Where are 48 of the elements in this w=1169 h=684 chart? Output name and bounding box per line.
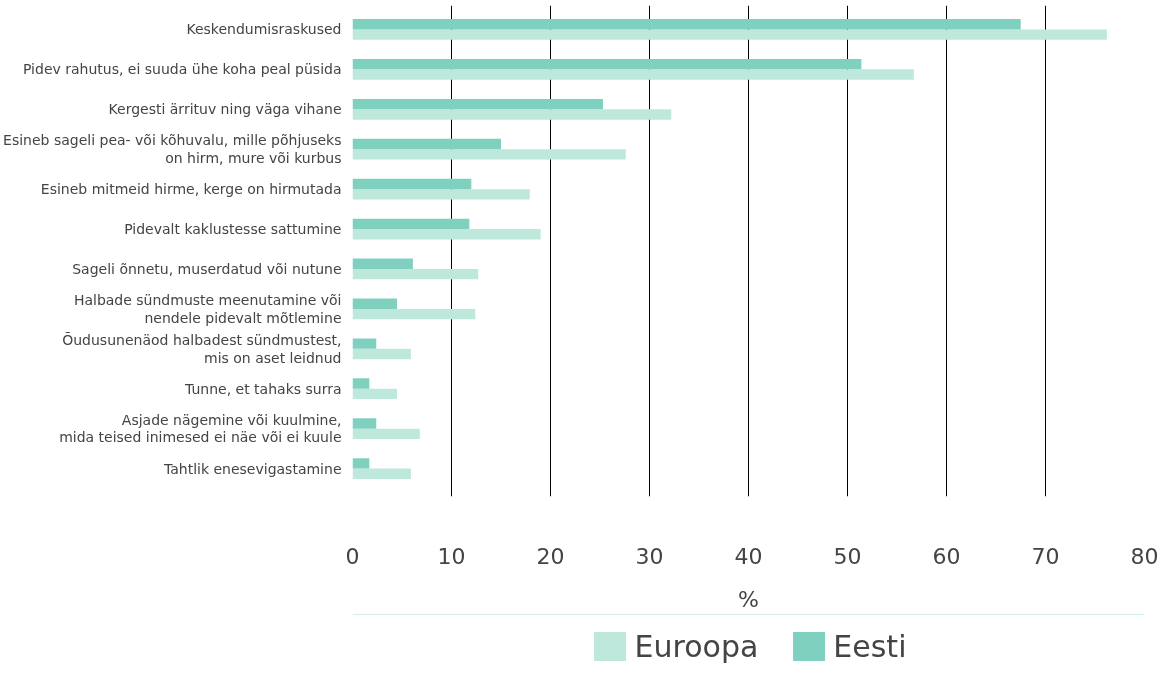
y-tick-label: Tunne, et tahaks surra	[184, 380, 342, 397]
bar	[352, 468, 411, 479]
x-tick-label: 10	[437, 543, 466, 569]
bar	[352, 428, 420, 440]
y-tick-label: Kergesti ärrituv ning väga vihane	[108, 101, 342, 118]
bar	[352, 418, 377, 429]
bar	[352, 19, 1021, 30]
y-tick-label: Tahtlik enesevigastamine	[162, 460, 342, 477]
y-tick-label: Halbade sündmuste meenutamine või nendele pidevalt mõtlemine	[73, 292, 342, 326]
bar	[352, 189, 530, 200]
bar	[352, 178, 472, 190]
bar	[352, 98, 603, 110]
bar	[352, 258, 413, 269]
y-tick-label: Esineb mitmeid hirme, kerge on hirmutada	[40, 181, 342, 198]
x-tick-label: 60	[932, 543, 961, 569]
x-tick-label: 30	[635, 543, 664, 569]
bar	[352, 268, 479, 280]
bar	[352, 378, 370, 389]
bar	[352, 149, 626, 160]
bar	[352, 69, 914, 80]
x-tick-label: 80	[1130, 543, 1159, 569]
bar	[352, 58, 862, 70]
x-tick-label: 50	[833, 543, 862, 569]
bar	[352, 138, 501, 150]
bar	[352, 109, 672, 120]
bar	[352, 29, 1107, 40]
y-tick-label: Õudusunenäod halbadest sündmustest, mis on aset leidnud	[62, 332, 342, 366]
bar	[352, 348, 411, 360]
bar	[352, 458, 370, 469]
legend-label: Eesti	[833, 628, 907, 664]
bar	[352, 229, 541, 240]
x-axis-title: %	[738, 586, 759, 612]
legend-label: Euroopa	[634, 628, 759, 664]
bar	[352, 388, 398, 400]
bar	[352, 338, 377, 349]
x-tick-label: 40	[734, 543, 763, 569]
x-tick-label: 0	[345, 543, 360, 569]
x-tick-label: 20	[536, 543, 565, 569]
y-tick-label: Esineb sageli pea- või kõhuvalu, mille põhjuseks on hirm, mure või kurbus	[3, 132, 342, 167]
y-tick-label: Keskendumisraskused	[186, 21, 342, 38]
bar	[352, 308, 476, 320]
y-tick-label: Asjade nägemine või kuulmine, mida teised inimesed ei näe või ei kuule	[59, 411, 342, 446]
y-tick-label: Pidevalt kaklustesse sattumine	[124, 221, 342, 238]
bar	[352, 298, 398, 309]
y-tick-label: Sageli õnnetu, muserdatud või nutune	[72, 260, 342, 277]
x-tick-label: 70	[1031, 543, 1060, 569]
bar	[352, 218, 470, 230]
y-tick-label: Pidev rahutus, ei suuda ühe koha peal püsida	[22, 61, 342, 78]
